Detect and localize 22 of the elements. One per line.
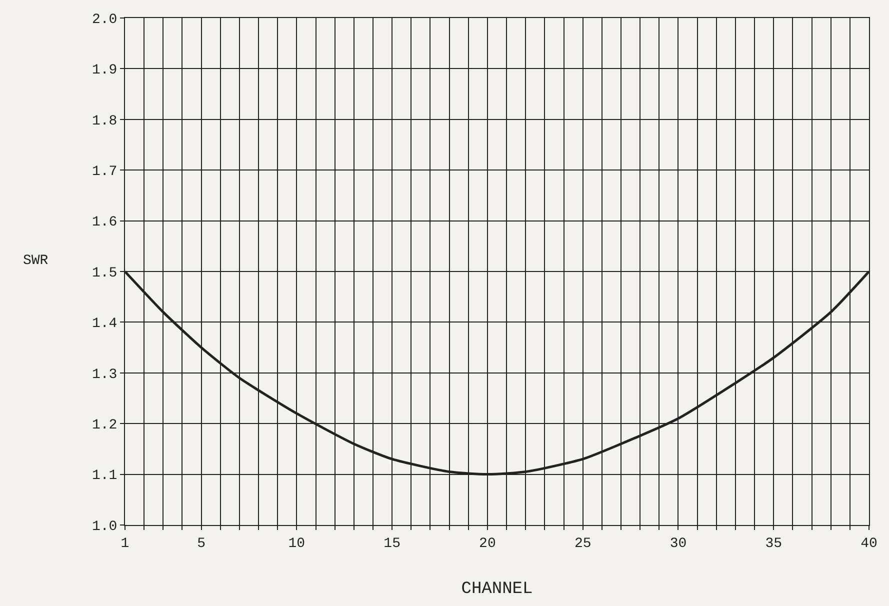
y-tick-label: 1.9	[92, 62, 118, 79]
y-tick-label: 1.8	[92, 113, 118, 130]
y-tick-label: 1.6	[92, 214, 118, 231]
x-tick-label: 1	[120, 536, 130, 552]
y-tick-label: 2.0	[92, 12, 118, 28]
y-tick-label: 1.5	[92, 265, 118, 282]
y-tick-label: 1.1	[92, 468, 118, 484]
y-tick-label: 1.2	[92, 418, 118, 434]
x-tick-label: 15	[384, 536, 400, 552]
x-tick-label: 5	[197, 536, 206, 552]
y-tick-label: 1.3	[92, 366, 118, 383]
x-axis-title: CHANNEL	[461, 580, 533, 600]
y-tick-label: 1.0	[92, 518, 118, 535]
x-tick-label: 20	[479, 536, 496, 552]
x-tick-label: 35	[765, 536, 782, 552]
x-tick-label: 10	[288, 536, 306, 552]
y-tick-label: 1.7	[92, 164, 118, 180]
x-tick-label: 30	[670, 536, 687, 552]
x-tick-label: 40	[860, 536, 878, 552]
y-axis-title: SWR	[23, 253, 49, 269]
y-tick-label: 1.4	[92, 316, 118, 332]
x-tick-label: 25	[574, 536, 592, 552]
